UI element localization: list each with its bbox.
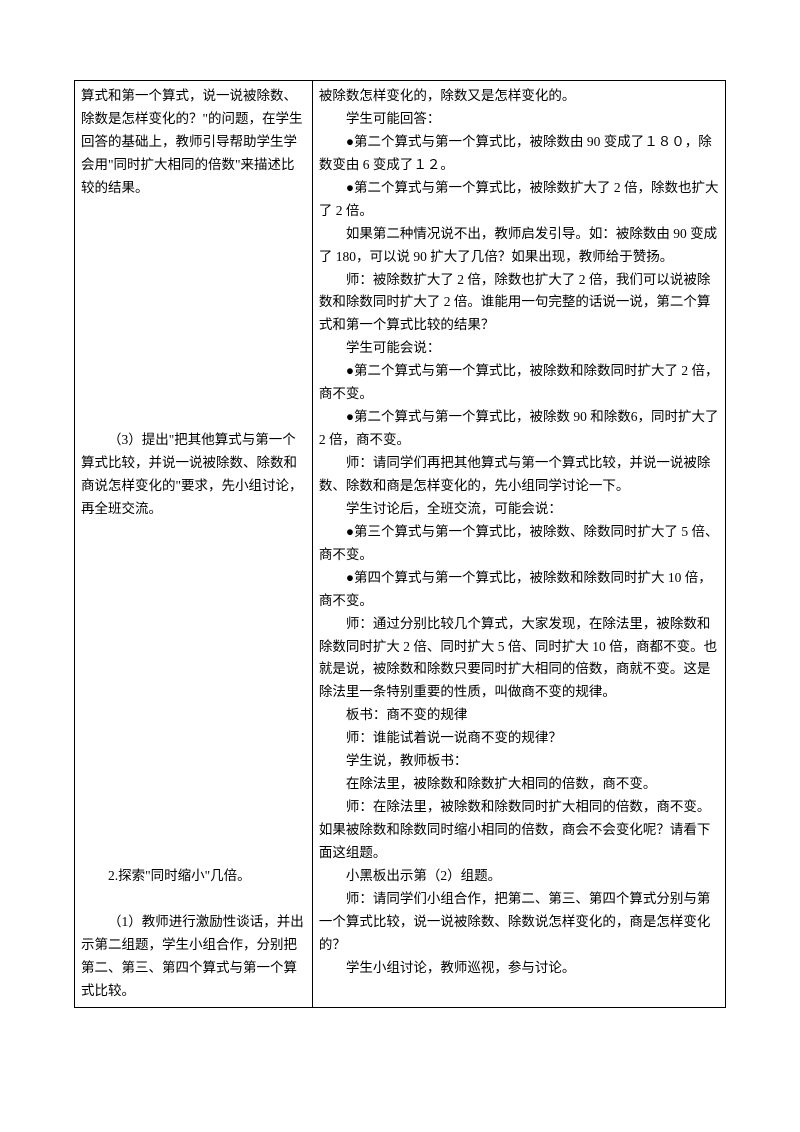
right-para: 如果第二种情况说不出，教师启发引导。如：被除数由 90 变成了 180，可以说 …	[319, 223, 719, 269]
right-para: 在除法里，被除数和除数扩大相同的倍数，商不变。	[319, 773, 719, 796]
right-para: 被除数怎样变化的，除数又是怎样变化的。	[319, 85, 719, 108]
spacer	[81, 750, 306, 865]
lesson-table: 算式和第一个算式，说一说被除数、除数是怎样变化的？"的问题，在学生回答的基础上，…	[74, 80, 726, 1008]
right-para: 学生说，教师板书：	[319, 750, 719, 773]
right-para: 学生可能会说：	[319, 337, 719, 360]
right-para: 师：通过分别比较几个算式，大家发现，在除法里，被除数和除数同时扩大 2 倍、同时…	[319, 613, 719, 705]
left-column: 算式和第一个算式，说一说被除数、除数是怎样变化的？"的问题，在学生回答的基础上，…	[75, 81, 313, 1008]
left-para-4: （1）教师进行激励性谈话，并出示第二组题，学生小组合作，分别把第二、第三、第四个…	[81, 911, 306, 1003]
left-para-3: 2.探索"同时缩小"几倍。	[81, 865, 306, 888]
right-para: ●第二个算式与第一个算式比，被除数 90 和除数6，同时扩大了 2 倍，商不变。	[319, 406, 719, 452]
spacer	[81, 200, 306, 315]
right-para: ●第三个算式与第一个算式比，被除数、除数同时扩大了 5 倍、商不变。	[319, 521, 719, 567]
right-para: 师：被除数扩大了 2 倍，除数也扩大了 2 倍，我们可以说被除数和除数同时扩大了…	[319, 269, 719, 338]
right-para: ●第二个算式与第一个算式比，被除数和除数同时扩大了 2 倍，商不变。	[319, 360, 719, 406]
spacer	[81, 521, 306, 636]
right-para: 师：在除法里，被除数和除数同时扩大相同的倍数，商不变。如果被除数和除数同时缩小相…	[319, 796, 719, 865]
right-para: ●第二个算式与第一个算式比，被除数扩大了 2 倍，除数也扩大了 2 倍。	[319, 177, 719, 223]
table-row: 算式和第一个算式，说一说被除数、除数是怎样变化的？"的问题，在学生回答的基础上，…	[75, 81, 726, 1008]
right-para: 学生小组讨论，教师巡视，参与讨论。	[319, 957, 719, 980]
spacer	[81, 888, 306, 911]
right-para: 学生讨论后，全班交流，可能会说：	[319, 498, 719, 521]
right-para: ●第二个算式与第一个算式比，被除数由 90 变成了１８０，除数变由 6 变成了１…	[319, 131, 719, 177]
right-para: 小黑板出示第（2）组题。	[319, 865, 719, 888]
right-para: 师：请同学们再把其他算式与第一个算式比较，并说一说被除数、除数和商是怎样变化的，…	[319, 452, 719, 498]
right-para: 师：谁能试着说一说商不变的规律？	[319, 727, 719, 750]
document-page: 算式和第一个算式，说一说被除数、除数是怎样变化的？"的问题，在学生回答的基础上，…	[0, 0, 800, 1132]
left-para-1: 算式和第一个算式，说一说被除数、除数是怎样变化的？"的问题，在学生回答的基础上，…	[81, 85, 306, 200]
spacer	[81, 636, 306, 751]
left-para-2: （3）提出"把其他算式与第一个算式比较，并说一说被除数、除数和商说怎样变化的"要…	[81, 429, 306, 521]
right-column: 被除数怎样变化的，除数又是怎样变化的。 学生可能回答： ●第二个算式与第一个算式…	[312, 81, 725, 1008]
right-para: 学生可能回答：	[319, 108, 719, 131]
right-para: ●第四个算式与第一个算式比，被除数和除数同时扩大 10 倍，商不变。	[319, 567, 719, 613]
right-para: 板书：商不变的规律	[319, 704, 719, 727]
spacer	[81, 314, 306, 429]
right-para: 师：请同学们小组合作，把第二、第三、第四个算式分别与第一个算式比较，说一说被除数…	[319, 888, 719, 957]
